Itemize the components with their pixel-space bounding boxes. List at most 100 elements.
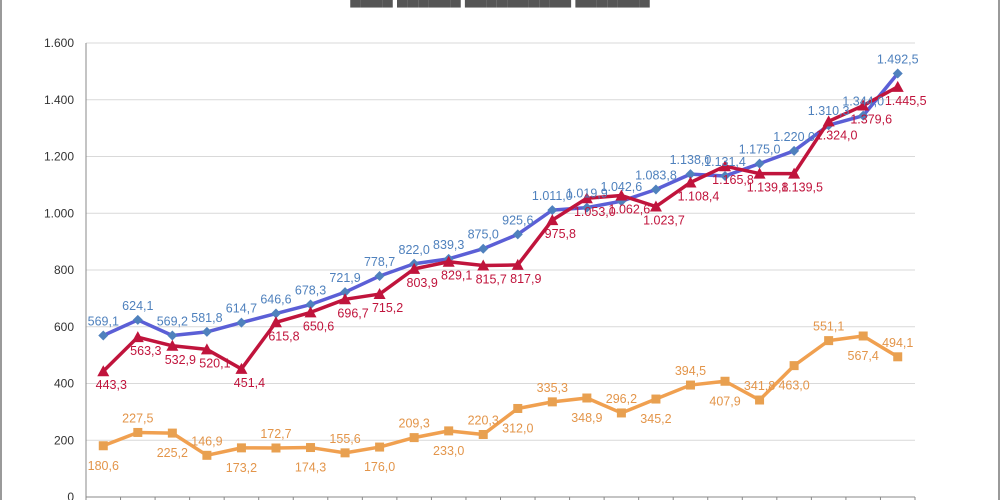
data-point — [339, 293, 352, 305]
data-label: 1.131,4 — [704, 155, 746, 169]
data-point — [616, 408, 626, 418]
data-point — [753, 167, 766, 179]
data-point — [512, 229, 523, 240]
data-label: 1.019,9 — [566, 187, 608, 201]
data-point — [892, 68, 903, 79]
data-point — [167, 428, 177, 438]
data-point — [788, 167, 801, 179]
data-label: 520,1 — [199, 356, 230, 370]
data-label: 696,7 — [337, 306, 368, 320]
data-point — [270, 308, 281, 319]
data-label: 1.445,5 — [885, 94, 927, 108]
data-point — [269, 316, 282, 328]
data-label: 1.108,4 — [678, 189, 720, 203]
data-point — [511, 258, 524, 270]
data-label: 839,3 — [433, 238, 464, 252]
data-point — [650, 184, 661, 195]
data-label: 1.492,5 — [877, 53, 919, 67]
data-label: 925,6 — [502, 213, 533, 227]
data-point — [98, 441, 108, 451]
data-label: 335,3 — [537, 381, 568, 395]
data-label: 815,7 — [476, 273, 507, 287]
data-point — [651, 394, 661, 404]
data-point — [580, 192, 593, 204]
data-point — [98, 330, 109, 341]
data-label: 312,0 — [502, 421, 533, 435]
chart-title-strip: ████ ██████ ██████████ ███████ — [0, 0, 1000, 8]
data-label: 1.344,0 — [842, 95, 884, 109]
data-label: 569,2 — [157, 314, 188, 328]
data-point — [167, 330, 178, 341]
data-label: 1.062,6 — [609, 202, 651, 216]
data-label: 155,6 — [329, 432, 360, 446]
data-label: 532,9 — [165, 353, 196, 367]
data-label: 1.042,6 — [601, 180, 643, 194]
y-tick-label: 800 — [54, 263, 74, 277]
data-point — [340, 287, 351, 298]
data-label: 614,7 — [226, 302, 257, 316]
data-point — [754, 158, 765, 169]
data-point — [373, 288, 386, 300]
data-point — [649, 200, 662, 212]
data-label: 176,0 — [364, 460, 395, 474]
data-point — [235, 362, 248, 374]
data-point — [375, 442, 385, 452]
data-point — [822, 115, 835, 127]
data-point — [581, 202, 592, 213]
data-point — [513, 403, 523, 413]
data-point — [789, 145, 800, 156]
data-point — [857, 99, 870, 111]
data-label: 678,3 — [295, 284, 326, 298]
data-label: 624,1 — [122, 299, 153, 313]
data-label: 721,9 — [329, 271, 360, 285]
data-point — [547, 205, 558, 216]
y-tick-label: 1.200 — [44, 150, 74, 164]
data-label: 778,7 — [364, 255, 395, 269]
data-label: 233,0 — [433, 444, 464, 458]
data-label: 1.165,8 — [712, 173, 754, 187]
data-label: 463,0 — [778, 379, 809, 393]
series-line-0 — [102, 72, 900, 338]
data-label: 1.139,8 — [747, 181, 789, 195]
data-point — [236, 317, 247, 328]
data-label: 975,8 — [545, 227, 576, 241]
data-point — [409, 433, 419, 443]
data-label: 1.139,5 — [781, 181, 823, 195]
data-label: 1.310,3 — [808, 104, 850, 118]
data-label: 173,2 — [226, 461, 257, 475]
data-point — [478, 243, 489, 254]
data-label: 146,9 — [191, 434, 222, 448]
data-label: 407,9 — [709, 394, 740, 408]
data-point — [132, 314, 143, 325]
data-point — [720, 376, 730, 386]
data-point — [202, 450, 212, 460]
data-label: 174,3 — [295, 461, 326, 475]
data-label: 209,3 — [399, 417, 430, 431]
data-label: 875,0 — [468, 228, 499, 242]
data-label: 341,8 — [744, 379, 775, 393]
data-label: 1.023,7 — [643, 214, 685, 228]
data-label: 715,2 — [372, 301, 403, 315]
data-point — [858, 110, 869, 121]
data-label: 1.083,8 — [635, 168, 677, 182]
chart-title: ████ ██████ ██████████ ███████ — [0, 0, 1000, 7]
data-label: 394,5 — [675, 364, 706, 378]
data-label: 1.324,0 — [816, 128, 858, 142]
data-label: 348,9 — [571, 411, 602, 425]
data-point — [615, 189, 628, 201]
data-label: 227,5 — [122, 411, 153, 425]
data-point — [893, 352, 903, 362]
data-label: 180,6 — [88, 459, 119, 473]
data-point — [305, 299, 316, 310]
data-label: 172,7 — [260, 427, 291, 441]
data-point — [131, 331, 144, 343]
data-label: 451,4 — [234, 376, 265, 390]
data-point — [442, 255, 455, 267]
data-label: 1.220,0 — [773, 130, 815, 144]
y-tick-label: 400 — [54, 377, 74, 391]
y-tick-label: 200 — [54, 433, 74, 447]
series-line-1 — [102, 85, 899, 373]
y-tick-label: 1.600 — [44, 36, 74, 50]
data-point — [304, 306, 317, 318]
